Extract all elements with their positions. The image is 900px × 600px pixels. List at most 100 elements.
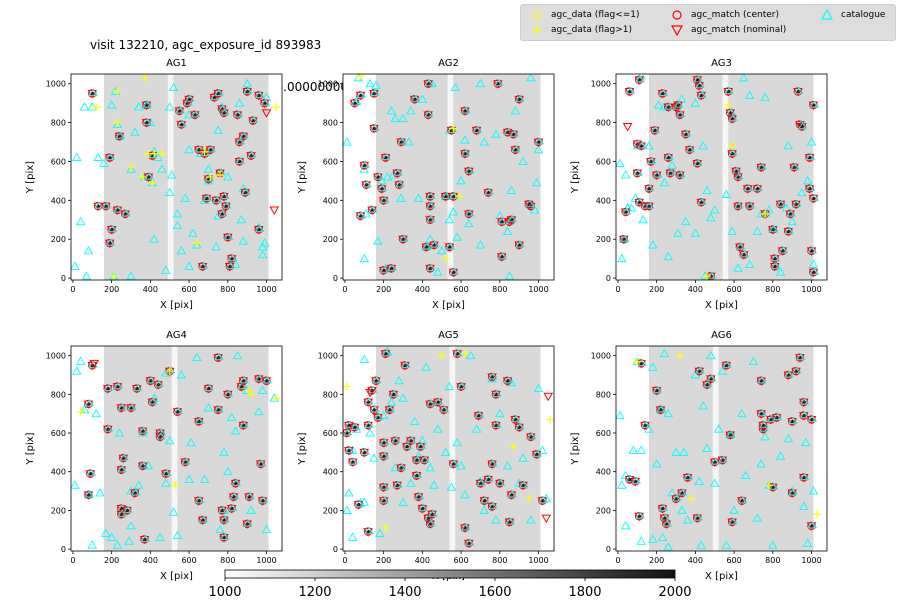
catalogue-point — [693, 158, 704, 166]
catalogue-point — [99, 158, 109, 167]
catalogue-point — [645, 183, 655, 192]
catalogue-point — [148, 150, 159, 159]
catalogue-point — [787, 216, 797, 226]
catalogue-point — [525, 74, 536, 82]
agc-match-nominal-point — [269, 206, 280, 216]
x-tick-label: 0 — [615, 285, 620, 294]
catalogue-point — [707, 271, 717, 279]
catalogue-point — [538, 495, 549, 504]
catalogue-point — [418, 503, 429, 511]
catalogue-point — [802, 538, 813, 547]
colorbar-tick-label: 1600 — [478, 585, 511, 600]
catalogue-point — [241, 187, 251, 195]
y-axis-label: Y [pix] — [570, 432, 581, 465]
catalogue-point — [364, 526, 374, 535]
agc-flag-high-point — [675, 351, 684, 360]
catalogue-point — [88, 88, 99, 96]
catalogue-point — [426, 215, 436, 223]
catalogue-point — [395, 180, 405, 188]
catalogue-point — [678, 488, 688, 496]
agc-flag-high-point — [192, 239, 201, 248]
catalogue-point — [239, 131, 250, 139]
catalogue-point — [465, 166, 475, 174]
catalogue-point — [748, 356, 759, 365]
x-tick-label: 400 — [688, 285, 703, 294]
catalogue-point — [379, 195, 390, 203]
catalogue-point — [259, 238, 270, 247]
catalogue-point — [379, 451, 390, 459]
catalogue-point — [474, 410, 485, 419]
agc-flag-high-point — [687, 494, 696, 503]
catalogue-point — [199, 474, 210, 483]
y-tick-label: 400 — [596, 468, 611, 477]
catalogue-point — [657, 532, 668, 541]
catalogue-point — [407, 436, 417, 444]
catalogue-point — [95, 488, 105, 497]
axes-frame — [70, 345, 283, 552]
catalogue-point — [740, 470, 751, 480]
legend-label: catalogue — [841, 10, 886, 20]
catalogue-point — [525, 515, 536, 524]
catalogue-point — [396, 193, 406, 202]
y-tick-label: 200 — [323, 506, 338, 515]
catalogue-point — [503, 376, 514, 384]
catalogue-point — [386, 397, 397, 406]
x-tick-label: 200 — [104, 285, 119, 294]
catalogue-point — [148, 397, 159, 405]
catalogue-point — [497, 251, 508, 260]
y-tick-label: 800 — [596, 119, 611, 128]
agc-flag-high-point — [702, 272, 711, 280]
panel-title: AG6 — [711, 330, 732, 341]
x-tick-label: 400 — [415, 285, 430, 294]
catalogue-point — [652, 385, 663, 393]
catalogue-point — [617, 253, 627, 263]
catalogue-point — [531, 177, 542, 187]
axes-frame — [342, 345, 555, 552]
catalogue-point — [805, 183, 816, 192]
catalogue-point — [465, 350, 476, 360]
catalogue-point — [768, 224, 778, 233]
catalogue-point — [792, 199, 802, 207]
catalogue-point — [433, 267, 443, 276]
catalogue-point — [218, 104, 228, 112]
catalogue-point — [149, 393, 160, 402]
catalogue-point — [428, 509, 438, 517]
catalogue-point — [215, 524, 225, 534]
catalogue-point — [391, 436, 402, 444]
catalogue-point — [740, 250, 750, 258]
catalogue-point — [107, 224, 118, 232]
agc-flag-high-point — [138, 173, 147, 181]
catalogue-point — [225, 261, 236, 269]
catalogue-point — [626, 203, 637, 212]
catalogue-point — [808, 259, 819, 268]
y-tick-label: 200 — [51, 235, 66, 244]
catalogue-point — [344, 488, 354, 497]
y-axis-label: Y [pix] — [25, 432, 36, 465]
catalogue-point — [138, 426, 149, 434]
agc-flag-high-point — [157, 149, 166, 158]
catalogue-point — [491, 515, 501, 524]
panel-title: AG3 — [711, 58, 732, 69]
detector-gap — [722, 74, 729, 280]
catalogue-point — [394, 375, 404, 385]
catalogue-point — [807, 414, 818, 422]
catalogue-point — [677, 505, 687, 514]
catalogue-point — [494, 78, 504, 87]
catalogue-point — [180, 193, 190, 202]
legend-item-catalogue: catalogue — [817, 9, 885, 21]
catalogue-point — [722, 360, 733, 368]
catalogue-point — [800, 437, 811, 447]
panel-ag5: 0200400600800100002004006008001000AG5X [… — [297, 330, 555, 582]
catalogue-point — [426, 191, 436, 199]
catalogue-point — [618, 234, 629, 243]
catalogue-point — [744, 90, 755, 99]
catalogue-point — [809, 100, 820, 108]
catalogue-point — [364, 397, 374, 405]
catalogue-point — [131, 488, 141, 496]
catalogue-point — [149, 234, 160, 243]
catalogue-point — [472, 125, 483, 133]
colorbar-tick-label: 1000 — [208, 585, 241, 600]
catalogue-point — [475, 240, 486, 249]
catalogue-point — [518, 453, 528, 462]
catalogue-point — [802, 175, 813, 185]
